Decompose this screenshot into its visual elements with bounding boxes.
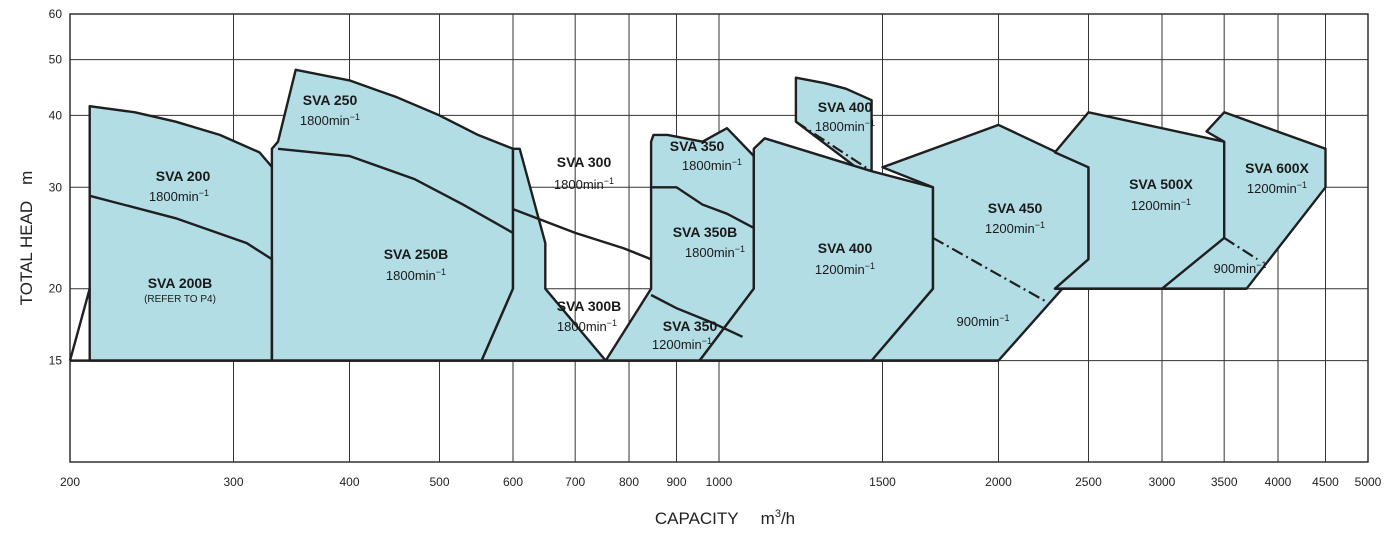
x-tick-label: 800 <box>619 475 639 489</box>
region-divider <box>277 147 514 234</box>
model-regions <box>88 68 1327 362</box>
speed-sva450-900: 900min−1 <box>957 313 1010 329</box>
label-sva400-1200: SVA 400 <box>818 240 873 256</box>
note-sva200b: (REFER TO P4) <box>144 294 216 305</box>
region-divider <box>89 194 274 361</box>
x-tick-label: 300 <box>223 475 243 489</box>
label-sva400-1800: SVA 400 <box>818 99 873 115</box>
speed-sva300b: 1800min−1 <box>557 318 617 334</box>
label-sva450: SVA 450 <box>988 200 1043 216</box>
speed-sva350: 1800min−1 <box>682 157 742 173</box>
x-axis-title: CAPACITY m3/h <box>655 508 795 528</box>
x-tick-label: 500 <box>429 475 449 489</box>
label-sva600x: SVA 600X <box>1245 160 1309 176</box>
speed-sva600x: 1200min−1 <box>1247 180 1307 196</box>
label-sva300b: SVA 300B <box>557 298 622 314</box>
region-dividers <box>68 120 1258 362</box>
left-edge <box>68 288 91 361</box>
label-sva300: SVA 300 <box>557 154 612 170</box>
speed-sva350b: 1800min−1 <box>685 244 745 260</box>
region-labels: SVA 200 1800min−1 SVA 200B (REFER TO P4)… <box>144 92 1309 352</box>
x-tick-label: 400 <box>339 475 359 489</box>
speed-divider <box>1223 236 1258 261</box>
region-sva300-1800 <box>480 147 607 362</box>
x-tick-label: 3500 <box>1211 475 1238 489</box>
x-tick-label: 4500 <box>1312 475 1339 489</box>
region-sva600x-1200 <box>1160 111 1327 290</box>
label-sva350-1200: SVA 350 <box>663 318 718 334</box>
label-sva200b: SVA 200B <box>148 275 213 291</box>
speed-sva400-1800: 1800min−1 <box>815 118 875 134</box>
region-divider <box>651 186 755 229</box>
speed-divider <box>795 120 873 173</box>
y-tick-label: 50 <box>49 53 63 67</box>
x-tick-label: 4000 <box>1265 475 1292 489</box>
region-sva200-1800 <box>88 104 277 362</box>
label-sva250: SVA 250 <box>303 92 358 108</box>
y-tick-label: 30 <box>49 180 63 194</box>
speed-sva300: 1800min−1 <box>554 176 614 192</box>
y-tick-label: 15 <box>49 354 63 368</box>
x-tick-label: 600 <box>503 475 523 489</box>
x-tick-label: 3000 <box>1149 475 1176 489</box>
speed-sva600x-900: 900min−1 <box>1214 260 1267 276</box>
region-sva450-1200 <box>870 123 1090 362</box>
x-tick-label: 2000 <box>985 475 1012 489</box>
tick-labels: 200 300 400 500 600 700 800 900 1000 1500 2000 2500… <box>49 7 1382 489</box>
speed-sva250b: 1800min−1 <box>386 267 446 283</box>
label-sva350b: SVA 350B <box>673 224 738 240</box>
label-sva350: SVA 350 <box>670 138 725 154</box>
x-tick-label: 700 <box>565 475 585 489</box>
speed-sva450: 1200min−1 <box>985 220 1045 236</box>
y-tick-label: 40 <box>49 108 63 122</box>
x-tick-label: 1500 <box>869 475 896 489</box>
speed-sva200: 1800min−1 <box>149 188 209 204</box>
y-tick-label: 60 <box>49 7 63 21</box>
x-tick-label: 2500 <box>1075 475 1102 489</box>
x-tick-label: 900 <box>666 475 686 489</box>
speed-sva350-1200: 1200min−1 <box>652 336 712 352</box>
region-divider <box>650 293 744 338</box>
y-tick-label: 20 <box>49 282 63 296</box>
x-tick-label: 200 <box>60 475 80 489</box>
speed-sva250: 1800min−1 <box>300 112 360 128</box>
label-sva200: SVA 200 <box>156 168 211 184</box>
region-divider <box>512 207 652 261</box>
speed-sva400-1200: 1200min−1 <box>815 261 875 277</box>
x-tick-label: 5000 <box>1355 475 1382 489</box>
label-sva250b: SVA 250B <box>384 246 449 262</box>
label-sva500x: SVA 500X <box>1129 176 1193 192</box>
y-axis-title: TOTAL HEADm <box>17 171 36 306</box>
x-tick-label: 1000 <box>706 475 733 489</box>
speed-sva500x: 1200min−1 <box>1131 197 1191 213</box>
